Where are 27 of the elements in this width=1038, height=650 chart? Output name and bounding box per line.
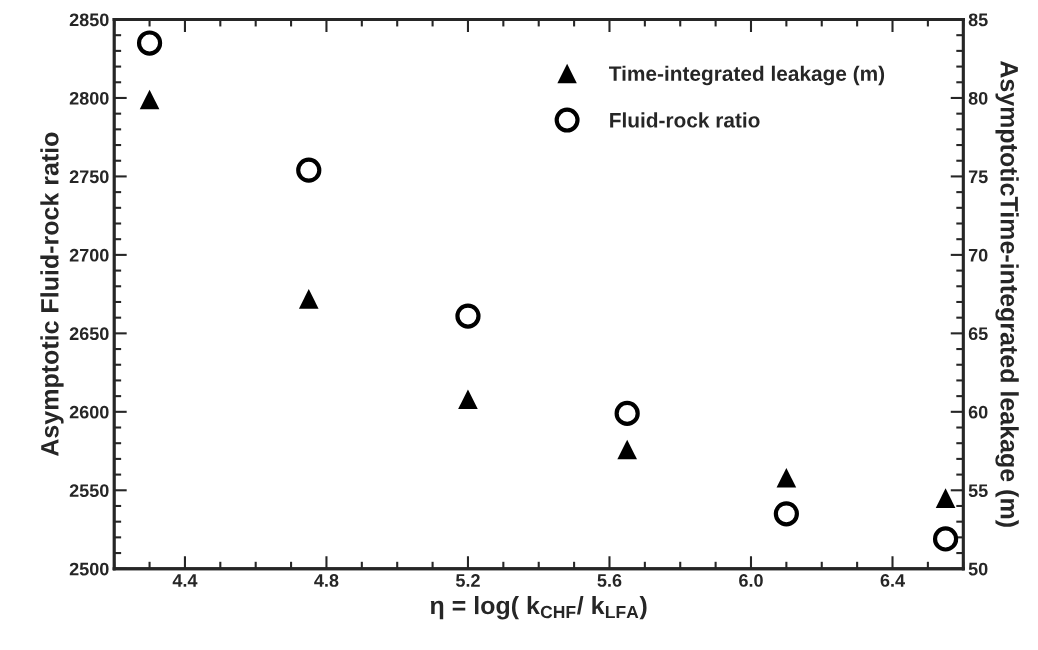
y2-tick-label: 60 xyxy=(968,405,988,419)
y-tick-label: 2550 xyxy=(69,484,109,498)
x-tick-label: 5.6 xyxy=(597,574,622,587)
legend-label: Time-integrated leakage (m) xyxy=(609,65,885,86)
y2-tick-label: 85 xyxy=(968,13,988,27)
x-tick-label: 4.8 xyxy=(314,574,339,587)
x-tick-label: 5.2 xyxy=(455,574,480,587)
y2-axis-title: AsymptoticTime-integrated leakage (m) xyxy=(995,60,1019,527)
y-tick-label: 2600 xyxy=(69,405,109,419)
y2-tick-label: 75 xyxy=(968,170,988,184)
y-tick-label: 2650 xyxy=(69,327,109,341)
y2-tick-label: 55 xyxy=(968,484,988,498)
legend-label: Fluid-rock ratio xyxy=(610,112,760,128)
x-tick-label: 6.4 xyxy=(880,574,905,587)
y2-tick-label: 80 xyxy=(968,91,988,105)
y-tick-label: 2500 xyxy=(69,562,109,576)
y-tick-label: 2750 xyxy=(69,170,109,184)
y2-tick-label: 70 xyxy=(968,248,988,262)
x-axis-title: η = log( k$_{CHF}$/ k$_{LFA}$) xyxy=(430,596,647,620)
y-axis-title: Asymptotic Fluid-rock ratio xyxy=(40,132,64,457)
y2-tick-label: 50 xyxy=(968,562,988,576)
y2-tick-label: 65 xyxy=(968,327,988,341)
y-tick-label: 2800 xyxy=(69,91,109,105)
y-tick-label: 2850 xyxy=(69,13,109,27)
y-tick-label: 2700 xyxy=(69,248,109,262)
x-tick-label: 4.4 xyxy=(172,574,198,587)
x-tick-label: 6.0 xyxy=(739,574,763,587)
